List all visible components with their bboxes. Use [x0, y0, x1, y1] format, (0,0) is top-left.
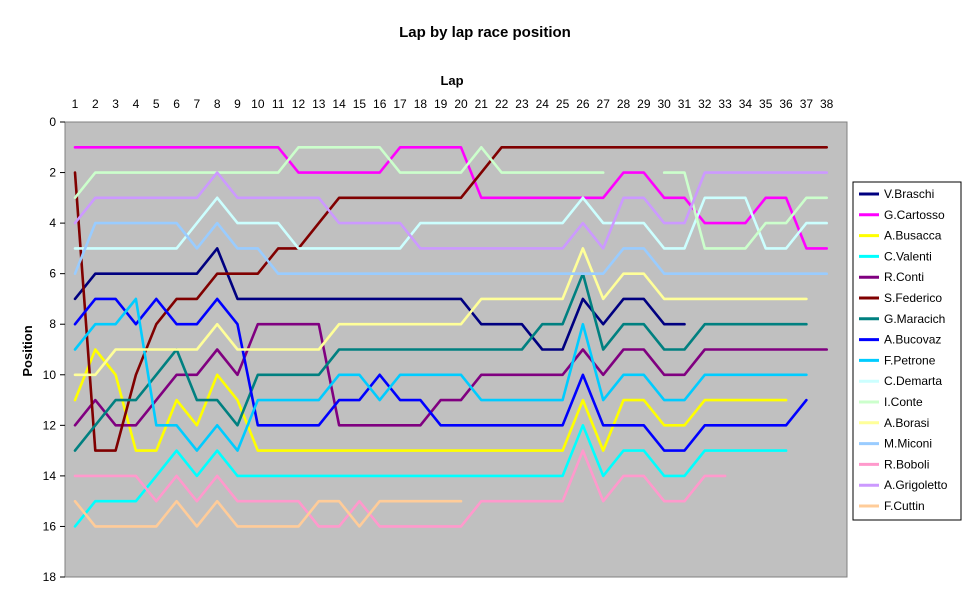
legend-label: V.Braschi: [884, 187, 934, 201]
x-tick-label: 18: [414, 97, 428, 111]
x-tick-label: 32: [698, 97, 712, 111]
x-tick-label: 36: [779, 97, 793, 111]
x-tick-label: 3: [112, 97, 119, 111]
series-line: [73, 221, 828, 275]
y-tick-label: 16: [43, 519, 57, 533]
y-tick-label: 10: [43, 368, 57, 382]
x-tick-label: 21: [475, 97, 489, 111]
series-line: [73, 499, 463, 528]
y-axis-label: Position: [20, 325, 35, 376]
x-tick-label: 20: [454, 97, 468, 111]
x-tick-label: 29: [637, 97, 651, 111]
x-tick-label: 2: [92, 97, 99, 111]
x-tick-label: 11: [272, 97, 285, 111]
x-tick-label: 6: [173, 97, 180, 111]
series-line: [73, 247, 808, 377]
x-tick-label: 8: [214, 97, 221, 111]
x-tick-label: 25: [556, 97, 570, 111]
x-tick-label: 15: [353, 97, 367, 111]
y-tick-label: 2: [49, 166, 56, 180]
legend: V.Braschi G.Cartosso A.Busacca C.Valenti R.C…: [852, 181, 962, 521]
y-tick-label: 12: [43, 418, 57, 432]
series-lines: [73, 146, 828, 528]
legend-label: R.Boboli: [884, 457, 929, 471]
chart-title: Lap by lap race position: [399, 24, 571, 41]
x-tick-label: 13: [312, 97, 326, 111]
x-tick-label: 10: [251, 97, 265, 111]
x-tick-label: 4: [133, 97, 140, 111]
series-line: [73, 146, 828, 452]
y-tick-label: 6: [49, 267, 56, 281]
series-line: [73, 146, 828, 250]
x-tick-label: 24: [536, 97, 550, 111]
series-line: [73, 171, 828, 250]
legend-label: R.Conti: [884, 270, 924, 284]
x-tick-label: 17: [393, 97, 407, 111]
legend-label: C.Valenti: [884, 249, 932, 263]
x-tick-label: 19: [434, 97, 448, 111]
legend-label: A.Grigoletto: [884, 478, 948, 492]
legend-label: A.Borasi: [884, 416, 929, 430]
x-tick-label: 35: [759, 97, 773, 111]
legend-label: G.Maracich: [884, 312, 945, 326]
series-line: [73, 146, 828, 250]
series-line: [73, 424, 788, 528]
series-line: [73, 272, 808, 452]
series-line: [73, 297, 808, 452]
legend-label: A.Busacca: [884, 229, 942, 243]
y-tick-label: 14: [43, 469, 57, 483]
x-tick-label: 26: [576, 97, 590, 111]
legend-label: M.Miconi: [884, 437, 932, 451]
x-tick-label: 33: [718, 97, 732, 111]
series-line: [73, 348, 788, 452]
legend-label: C.Demarta: [884, 374, 942, 388]
x-tick-label: 14: [332, 97, 346, 111]
y-axis: 0 2 4 6 8 10 12 14 16 18: [43, 115, 65, 584]
x-tick-label: 30: [657, 97, 671, 111]
x-tick-label: 1: [72, 97, 79, 111]
x-tick-label: 23: [515, 97, 529, 111]
x-tick-label: 34: [739, 97, 753, 111]
x-tick-label: 27: [597, 97, 611, 111]
x-tick-label: 22: [495, 97, 509, 111]
x-tick-label: 9: [234, 97, 241, 111]
series-line: [73, 247, 686, 351]
y-tick-label: 0: [49, 115, 56, 129]
legend-label: G.Cartosso: [884, 208, 945, 222]
legend-label: F.Cuttin: [884, 499, 925, 513]
series-line: [73, 297, 808, 452]
x-tick-label: 12: [292, 97, 306, 111]
series-line: [73, 322, 828, 427]
x-tick-label: 16: [373, 97, 387, 111]
series-line: [73, 196, 828, 250]
legend-label: S.Federico: [884, 291, 942, 305]
x-tick-label: 38: [820, 97, 834, 111]
x-axis: 1 2 3 4 5 6 7 8 9 10 11 12 13 14 15 16 17 18 19 20 21 22 23 24 2…: [72, 97, 834, 111]
x-tick-label: 28: [617, 97, 631, 111]
y-tick-label: 4: [49, 216, 56, 230]
series-line: [73, 449, 727, 528]
y-tick-label: 8: [49, 317, 56, 331]
x-tick-label: 37: [800, 97, 814, 111]
x-tick-label: 31: [678, 97, 692, 111]
legend-label: I.Conte: [884, 395, 923, 409]
legend-label: F.Petrone: [884, 353, 936, 367]
y-tick-label: 18: [43, 570, 57, 584]
legend-label: A.Bucovaz: [884, 333, 941, 347]
x-tick-label: 5: [153, 97, 160, 111]
x-axis-label: Lap: [440, 73, 463, 88]
x-tick-label: 7: [194, 97, 201, 111]
